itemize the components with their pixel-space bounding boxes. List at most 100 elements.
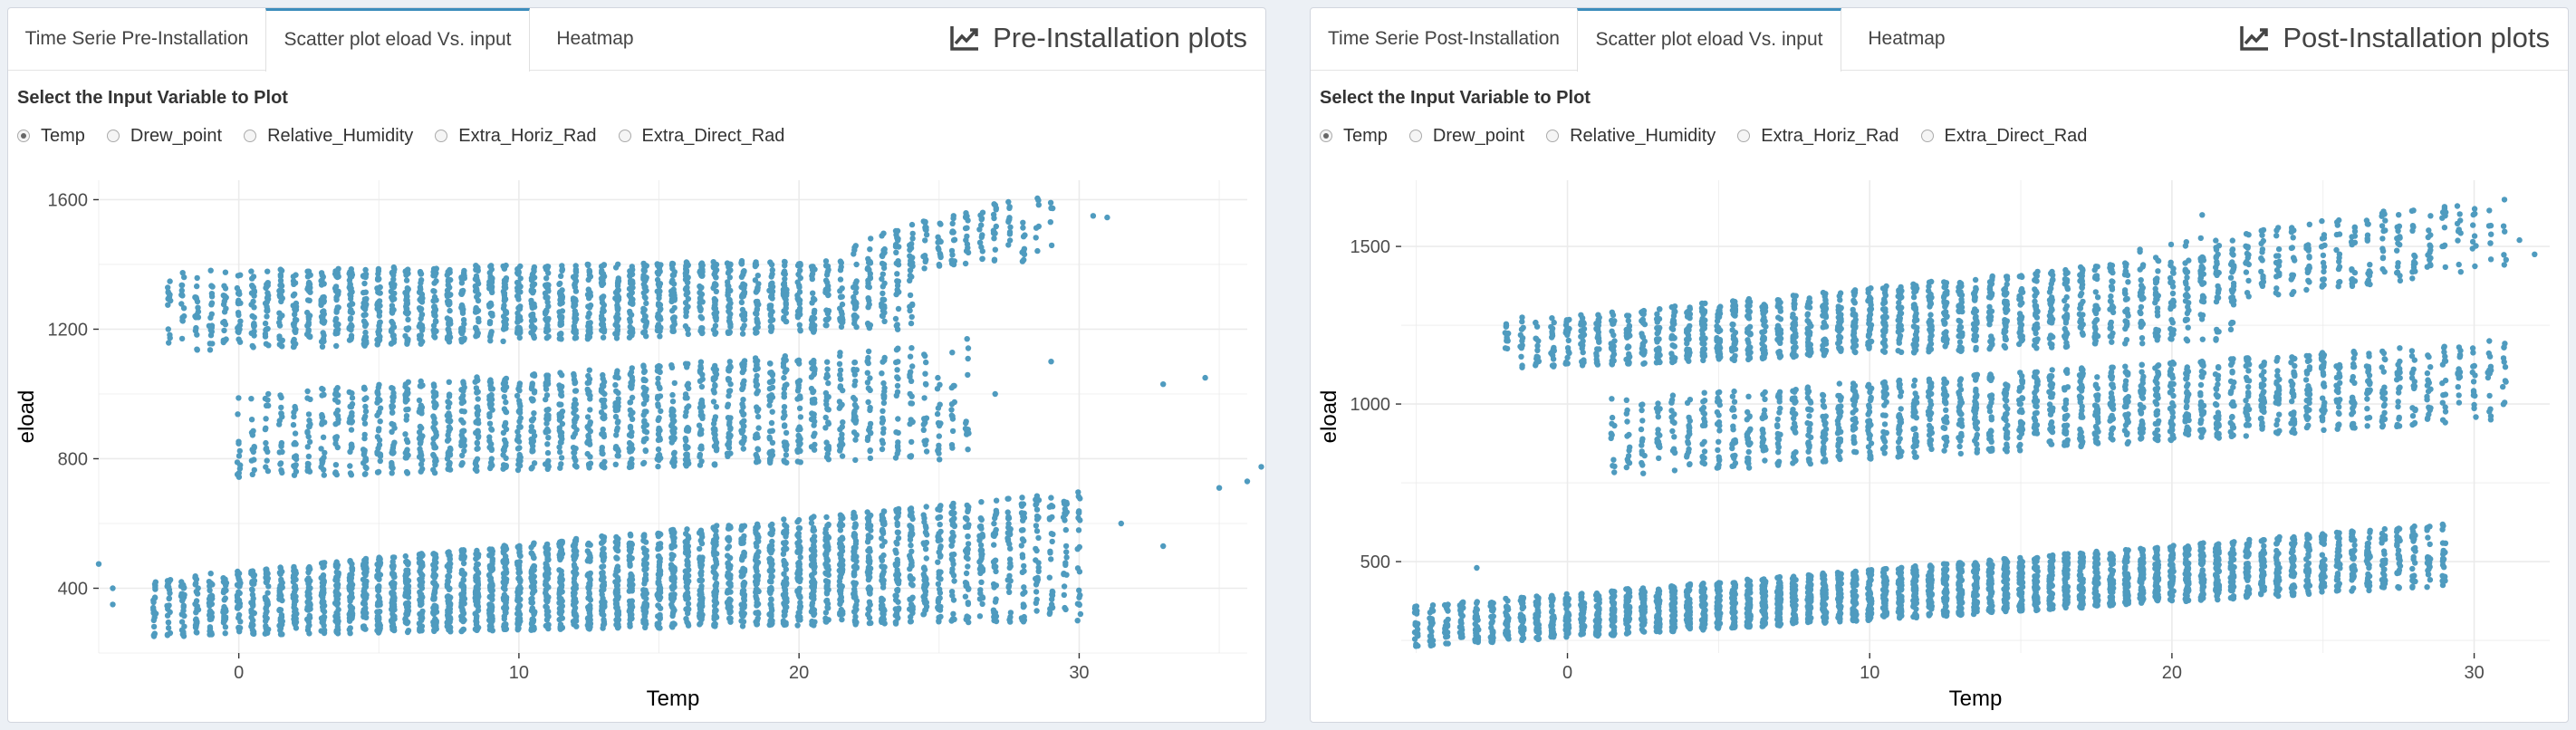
data-point — [586, 269, 592, 275]
data-point — [276, 287, 283, 294]
data-point — [502, 322, 508, 329]
data-point — [586, 311, 592, 317]
data-point — [474, 389, 480, 396]
data-point — [613, 335, 620, 341]
data-point — [222, 595, 228, 601]
data-point — [837, 288, 843, 294]
data-point — [432, 585, 438, 591]
data-point — [207, 341, 213, 347]
data-point — [921, 395, 928, 401]
data-point — [853, 284, 860, 291]
data-point — [544, 441, 551, 447]
radio-button[interactable] — [244, 130, 257, 142]
data-point — [543, 265, 550, 272]
data-point — [922, 370, 928, 377]
data-point — [559, 420, 566, 427]
data-point — [990, 227, 997, 234]
data-point — [347, 614, 353, 620]
data-point — [824, 366, 831, 372]
data-point — [333, 327, 340, 334]
data-point — [447, 316, 453, 323]
data-point — [879, 359, 886, 365]
data-point — [220, 337, 226, 343]
data-point — [347, 274, 354, 280]
radio-label: Drew_point — [130, 125, 223, 146]
data-point — [292, 291, 298, 297]
data-point — [769, 408, 775, 415]
data-point — [892, 244, 899, 250]
data-point — [291, 441, 297, 447]
data-point — [979, 255, 985, 262]
data-point — [178, 591, 185, 598]
radio-button[interactable] — [618, 130, 631, 142]
data-point — [528, 386, 535, 392]
radio-button[interactable] — [106, 130, 120, 142]
data-point — [306, 281, 313, 288]
data-point — [529, 595, 535, 601]
radio-extra-horiz-rad[interactable]: Extra_Horiz_Rad — [435, 126, 597, 147]
data-point — [851, 401, 859, 408]
data-point — [964, 241, 971, 247]
data-point — [389, 623, 396, 629]
panel-title: Pre-Installation plots — [949, 15, 1247, 61]
tab-heatmap[interactable]: Heatmap — [556, 28, 634, 49]
data-point — [909, 255, 916, 261]
data-point — [460, 386, 466, 392]
data-point — [320, 335, 327, 342]
data-point — [248, 396, 255, 402]
data-point — [249, 432, 256, 438]
radio-relative-humidity[interactable]: Relative_Humidity — [244, 126, 413, 147]
data-point — [558, 546, 565, 553]
data-point — [836, 360, 843, 367]
data-point — [640, 362, 647, 369]
data-point — [545, 270, 552, 276]
data-point — [794, 458, 801, 465]
data-point — [178, 287, 185, 293]
data-point — [431, 303, 437, 310]
data-point — [475, 396, 481, 402]
data-point — [628, 433, 635, 439]
data-point — [304, 274, 312, 280]
radio-button[interactable] — [17, 130, 30, 142]
radio-extra-direct-rad[interactable]: Extra_Direct_Rad — [618, 126, 784, 147]
data-point — [936, 263, 943, 269]
data-point — [292, 307, 299, 313]
tab-time-serie-pre[interactable]: Time Serie Pre-Installation — [24, 28, 249, 49]
data-point — [501, 280, 508, 286]
data-point — [586, 615, 592, 621]
data-point — [825, 419, 831, 426]
radio-temp[interactable]: Temp — [17, 126, 85, 147]
data-point — [263, 624, 269, 630]
data-point — [1021, 245, 1028, 252]
data-point — [431, 309, 438, 315]
data-point — [530, 552, 536, 559]
data-point — [320, 619, 326, 626]
data-point — [794, 263, 802, 269]
data-point — [671, 297, 678, 303]
data-point — [402, 455, 409, 461]
data-point — [335, 572, 341, 578]
radio-drew-point[interactable]: Drew_point — [106, 125, 223, 147]
data-point — [251, 304, 257, 311]
data-point — [417, 446, 423, 452]
data-point — [586, 463, 592, 469]
data-point — [948, 247, 956, 255]
data-point — [949, 350, 956, 356]
tab-scatter-plot[interactable]: Scatter plot eload Vs. input — [265, 8, 530, 72]
data-point — [318, 282, 325, 288]
data-point — [839, 311, 845, 317]
data-point — [587, 407, 593, 413]
data-point — [669, 307, 676, 314]
data-point — [668, 439, 675, 446]
data-point — [965, 427, 971, 433]
data-point — [976, 239, 984, 245]
data-point — [640, 267, 647, 274]
data-point — [473, 263, 479, 269]
data-point — [614, 311, 620, 318]
data-point — [559, 608, 565, 615]
data-point — [937, 220, 943, 226]
data-point — [780, 415, 787, 421]
radio-button[interactable] — [435, 130, 448, 142]
data-point — [446, 391, 453, 398]
data-point — [697, 269, 703, 275]
